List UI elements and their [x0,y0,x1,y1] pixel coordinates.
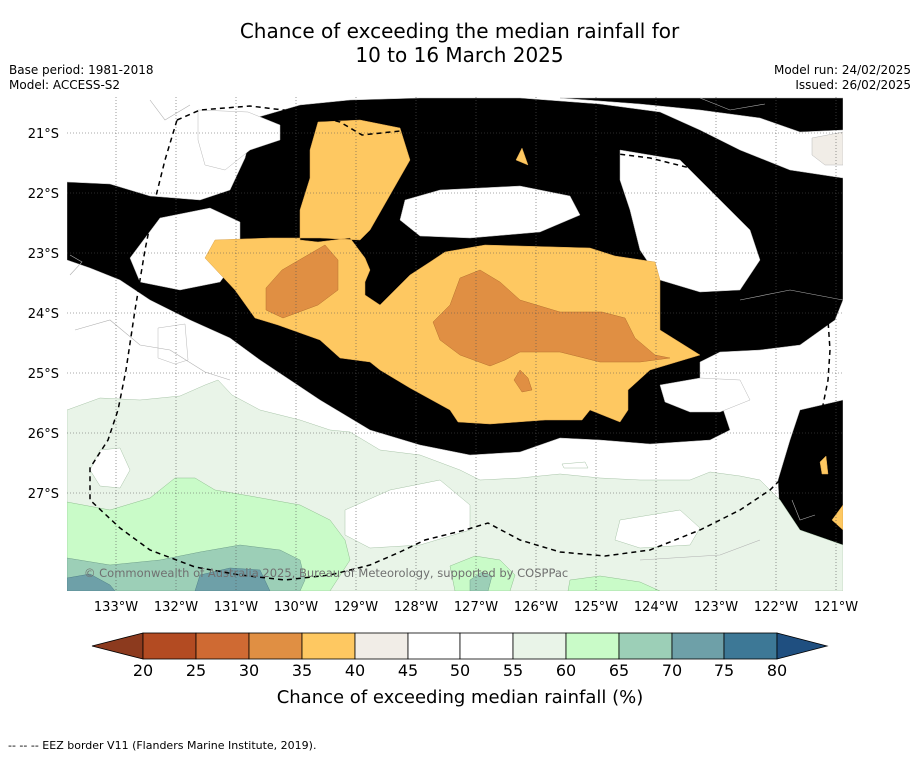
colorbar-tick: 45 [398,661,418,680]
lon-label: 129°W [334,600,378,615]
lon-label: 133°W [94,600,138,615]
colorbar-ticks: 20 25 30 35 40 45 50 55 60 65 70 75 80 [133,661,787,680]
lat-label: 23°S [28,247,59,262]
map-panel: © Commonwealth of Australia 2025, Bureau… [67,97,843,591]
graticule [67,97,843,591]
colorbar-tick: 50 [450,661,470,680]
colorbar-segment [407,632,461,660]
colorbar-segment [459,632,514,660]
colorbar-tick: 70 [662,661,682,680]
info-left: Base period: 1981-2018 Model: ACCESS-S2 [9,63,154,93]
map-title: Chance of exceeding the median rainfall … [0,19,919,67]
lon-label: 132°W [154,600,198,615]
colorbar-tick: 60 [556,661,576,680]
lon-label: 123°W [694,600,738,615]
contour-lines [69,97,843,561]
lon-label: 130°W [274,600,318,615]
lon-label: 124°W [634,600,678,615]
base-period: Base period: 1981-2018 [9,63,154,77]
band-50-55-holes [129,109,843,413]
colorbar-segment [723,632,778,660]
colorbar-tick: 35 [292,661,312,680]
model-run: Model run: 24/02/2025 [773,63,911,77]
model-name: Model: ACCESS-S2 [9,78,121,92]
colorbar-segment [512,632,567,660]
lon-label: 126°W [514,600,558,615]
lon-label: 125°W [574,600,618,615]
lat-label: 26°S [28,427,59,442]
colorbar-tick: 25 [186,661,206,680]
colorbar-segment [248,632,303,660]
colorbar-over-arrow [776,632,829,660]
eez-legend-note: -- -- -- EEZ border V11 (Flanders Marine… [8,739,317,752]
lon-label: 127°W [454,600,498,615]
colorbar-segment [618,632,673,660]
lat-label: 24°S [28,307,59,322]
lon-label: 131°W [214,600,258,615]
latitude-labels: 21°S 22°S 23°S 24°S 25°S 26°S 27°S [28,127,59,502]
colorbar-tick: 80 [767,661,787,680]
colorbar-tick: 65 [609,661,629,680]
colorbar-segment [301,632,356,660]
colorbar-segment [142,632,197,660]
colorbar-segment [671,632,725,660]
colorbar-segment [195,632,250,660]
colorbar-under-arrow [91,632,144,660]
colorbar-tick: 75 [714,661,734,680]
longitude-labels: 133°W 132°W 131°W 130°W 129°W 128°W 127°… [94,600,858,615]
lat-label: 22°S [28,187,59,202]
copyright-text: © Commonwealth of Australia 2025, Bureau… [84,566,568,580]
lon-label: 121°W [814,600,858,615]
colorbar-tick: 30 [239,661,259,680]
lat-label: 21°S [28,127,59,142]
colorbar-tick: 40 [345,661,365,680]
title-line-2: 10 to 16 March 2025 [355,43,564,67]
colorbar-tick: 20 [133,661,153,680]
title-line-1: Chance of exceeding the median rainfall … [239,19,680,43]
band-50-55-south [89,447,701,549]
lat-label: 25°S [28,367,59,382]
issued-date: Issued: 26/02/2025 [795,78,911,92]
lat-label: 27°S [28,487,59,502]
colorbar [91,632,829,660]
colorbar-label: Chance of exceeding median rainfall (%) [277,687,644,708]
band-35-40 [265,244,671,393]
band-70-75 [67,567,271,591]
colorbar-segment [565,632,620,660]
colorbar-tick: 55 [503,661,523,680]
lon-label: 128°W [394,600,438,615]
info-right: Model run: 24/02/2025 Issued: 26/02/2025 [774,63,911,93]
colorbar-segment [354,632,409,660]
eez-border [89,105,831,581]
lon-label: 122°W [754,600,798,615]
